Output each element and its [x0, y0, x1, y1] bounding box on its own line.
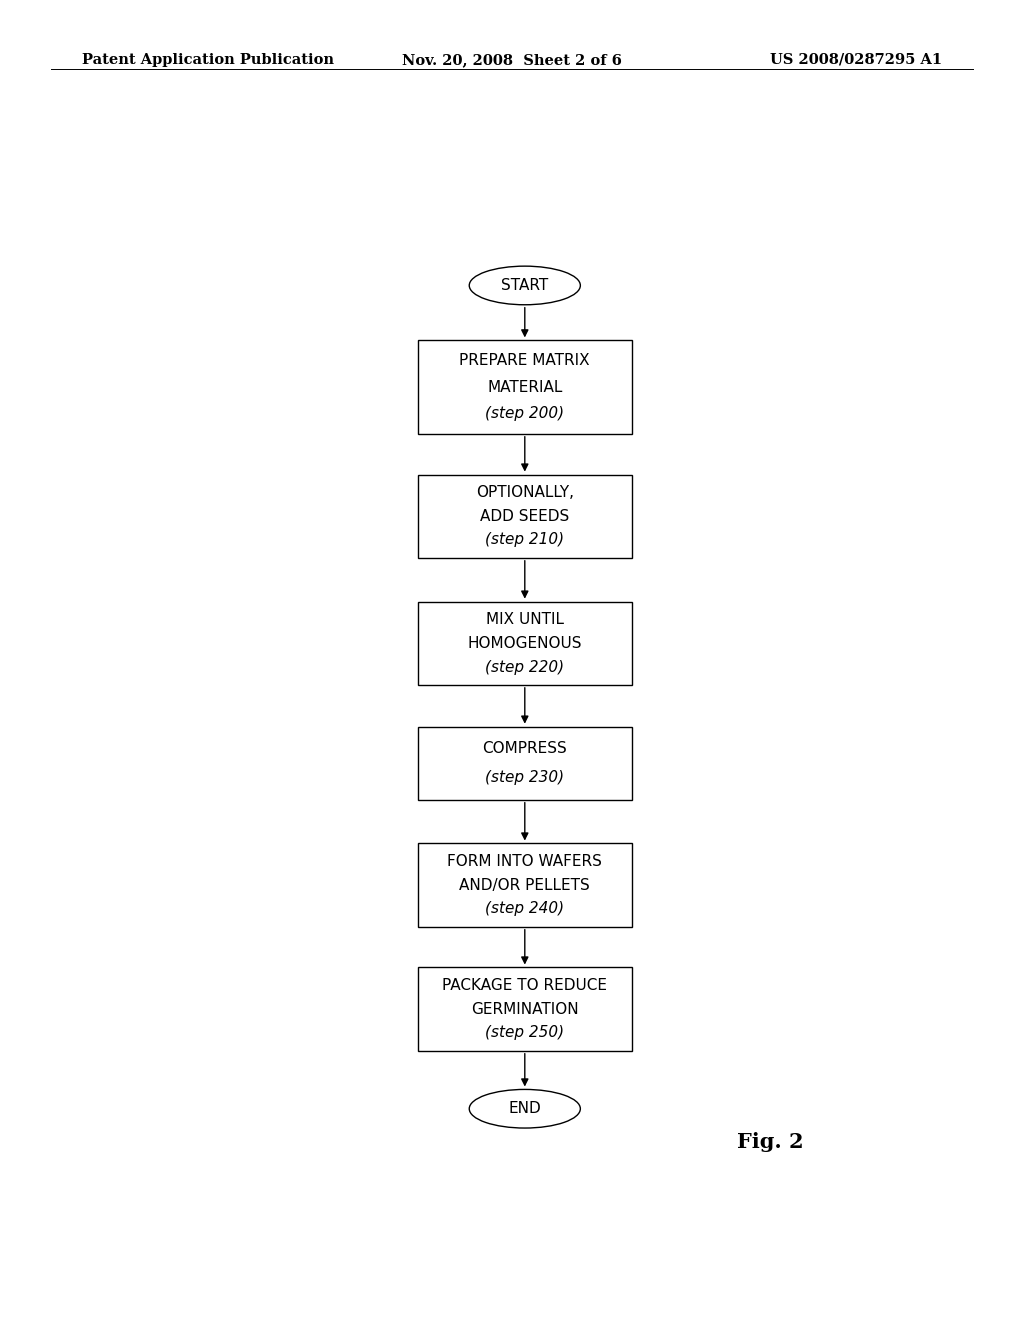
FancyBboxPatch shape [418, 602, 632, 685]
FancyBboxPatch shape [418, 968, 632, 1051]
Text: (step 210): (step 210) [485, 532, 564, 548]
Text: PACKAGE TO REDUCE: PACKAGE TO REDUCE [442, 978, 607, 993]
Text: MATERIAL: MATERIAL [487, 380, 562, 395]
Text: AND/OR PELLETS: AND/OR PELLETS [460, 878, 590, 892]
Text: US 2008/0287295 A1: US 2008/0287295 A1 [770, 53, 942, 67]
Text: START: START [501, 279, 549, 293]
Ellipse shape [469, 1089, 581, 1129]
Text: COMPRESS: COMPRESS [482, 741, 567, 756]
Text: (step 220): (step 220) [485, 660, 564, 675]
Text: ADD SEEDS: ADD SEEDS [480, 508, 569, 524]
Text: HOMOGENOUS: HOMOGENOUS [468, 636, 582, 651]
Text: GERMINATION: GERMINATION [471, 1002, 579, 1016]
Text: END: END [509, 1101, 541, 1117]
Ellipse shape [469, 267, 581, 305]
Text: PREPARE MATRIX: PREPARE MATRIX [460, 352, 590, 368]
Text: (step 250): (step 250) [485, 1026, 564, 1040]
Text: MIX UNTIL: MIX UNTIL [485, 612, 564, 627]
Text: (step 230): (step 230) [485, 771, 564, 785]
FancyBboxPatch shape [418, 843, 632, 927]
Text: (step 200): (step 200) [485, 407, 564, 421]
FancyBboxPatch shape [418, 726, 632, 800]
Text: Fig. 2: Fig. 2 [737, 1131, 804, 1152]
FancyBboxPatch shape [418, 474, 632, 558]
Text: (step 240): (step 240) [485, 902, 564, 916]
Text: OPTIONALLY,: OPTIONALLY, [476, 484, 573, 500]
Text: Patent Application Publication: Patent Application Publication [82, 53, 334, 67]
Text: Nov. 20, 2008  Sheet 2 of 6: Nov. 20, 2008 Sheet 2 of 6 [402, 53, 622, 67]
Text: FORM INTO WAFERS: FORM INTO WAFERS [447, 854, 602, 869]
FancyBboxPatch shape [418, 341, 632, 434]
